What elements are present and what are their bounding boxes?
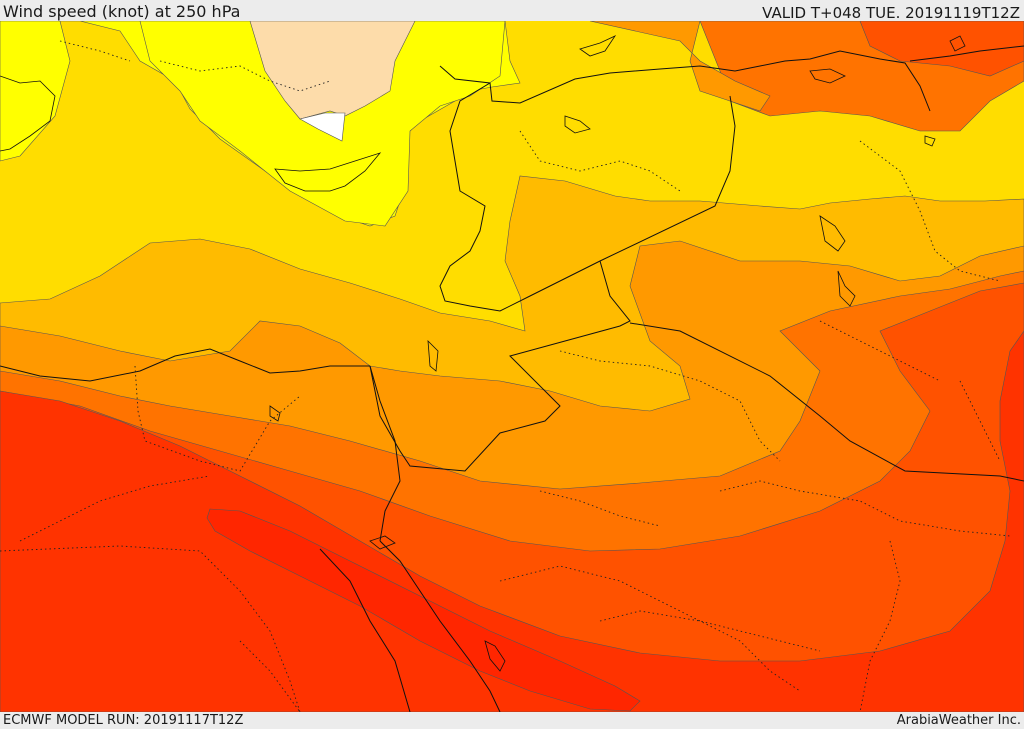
band-red-core (206, 508, 641, 712)
footer-bar: ECMWF MODEL RUN: 20191117T12Z ArabiaWeat… (0, 712, 1024, 729)
valid-time-label: VALID T+048 TUE. 20191119T12Z (762, 4, 1020, 22)
country-borders (0, 45, 1024, 712)
map-title: Wind speed (knot) at 250 hPa (3, 2, 241, 21)
band-orange-red-ne (859, 21, 1024, 77)
coastlines (0, 35, 966, 672)
band-calm (299, 112, 346, 142)
map-canvas (0, 21, 1024, 712)
band-orange-light-ne (589, 21, 771, 112)
wind-speed-map (0, 21, 1024, 712)
band-red (0, 330, 1024, 712)
credit-label: ArabiaWeather Inc. (896, 713, 1021, 728)
band-peach (249, 21, 416, 120)
model-run-label: ECMWF MODEL RUN: 20191117T12Z (3, 713, 244, 728)
title-bar: Wind speed (knot) at 250 hPa VALID T+048… (0, 0, 1024, 22)
admin-boundaries (0, 40, 1011, 712)
